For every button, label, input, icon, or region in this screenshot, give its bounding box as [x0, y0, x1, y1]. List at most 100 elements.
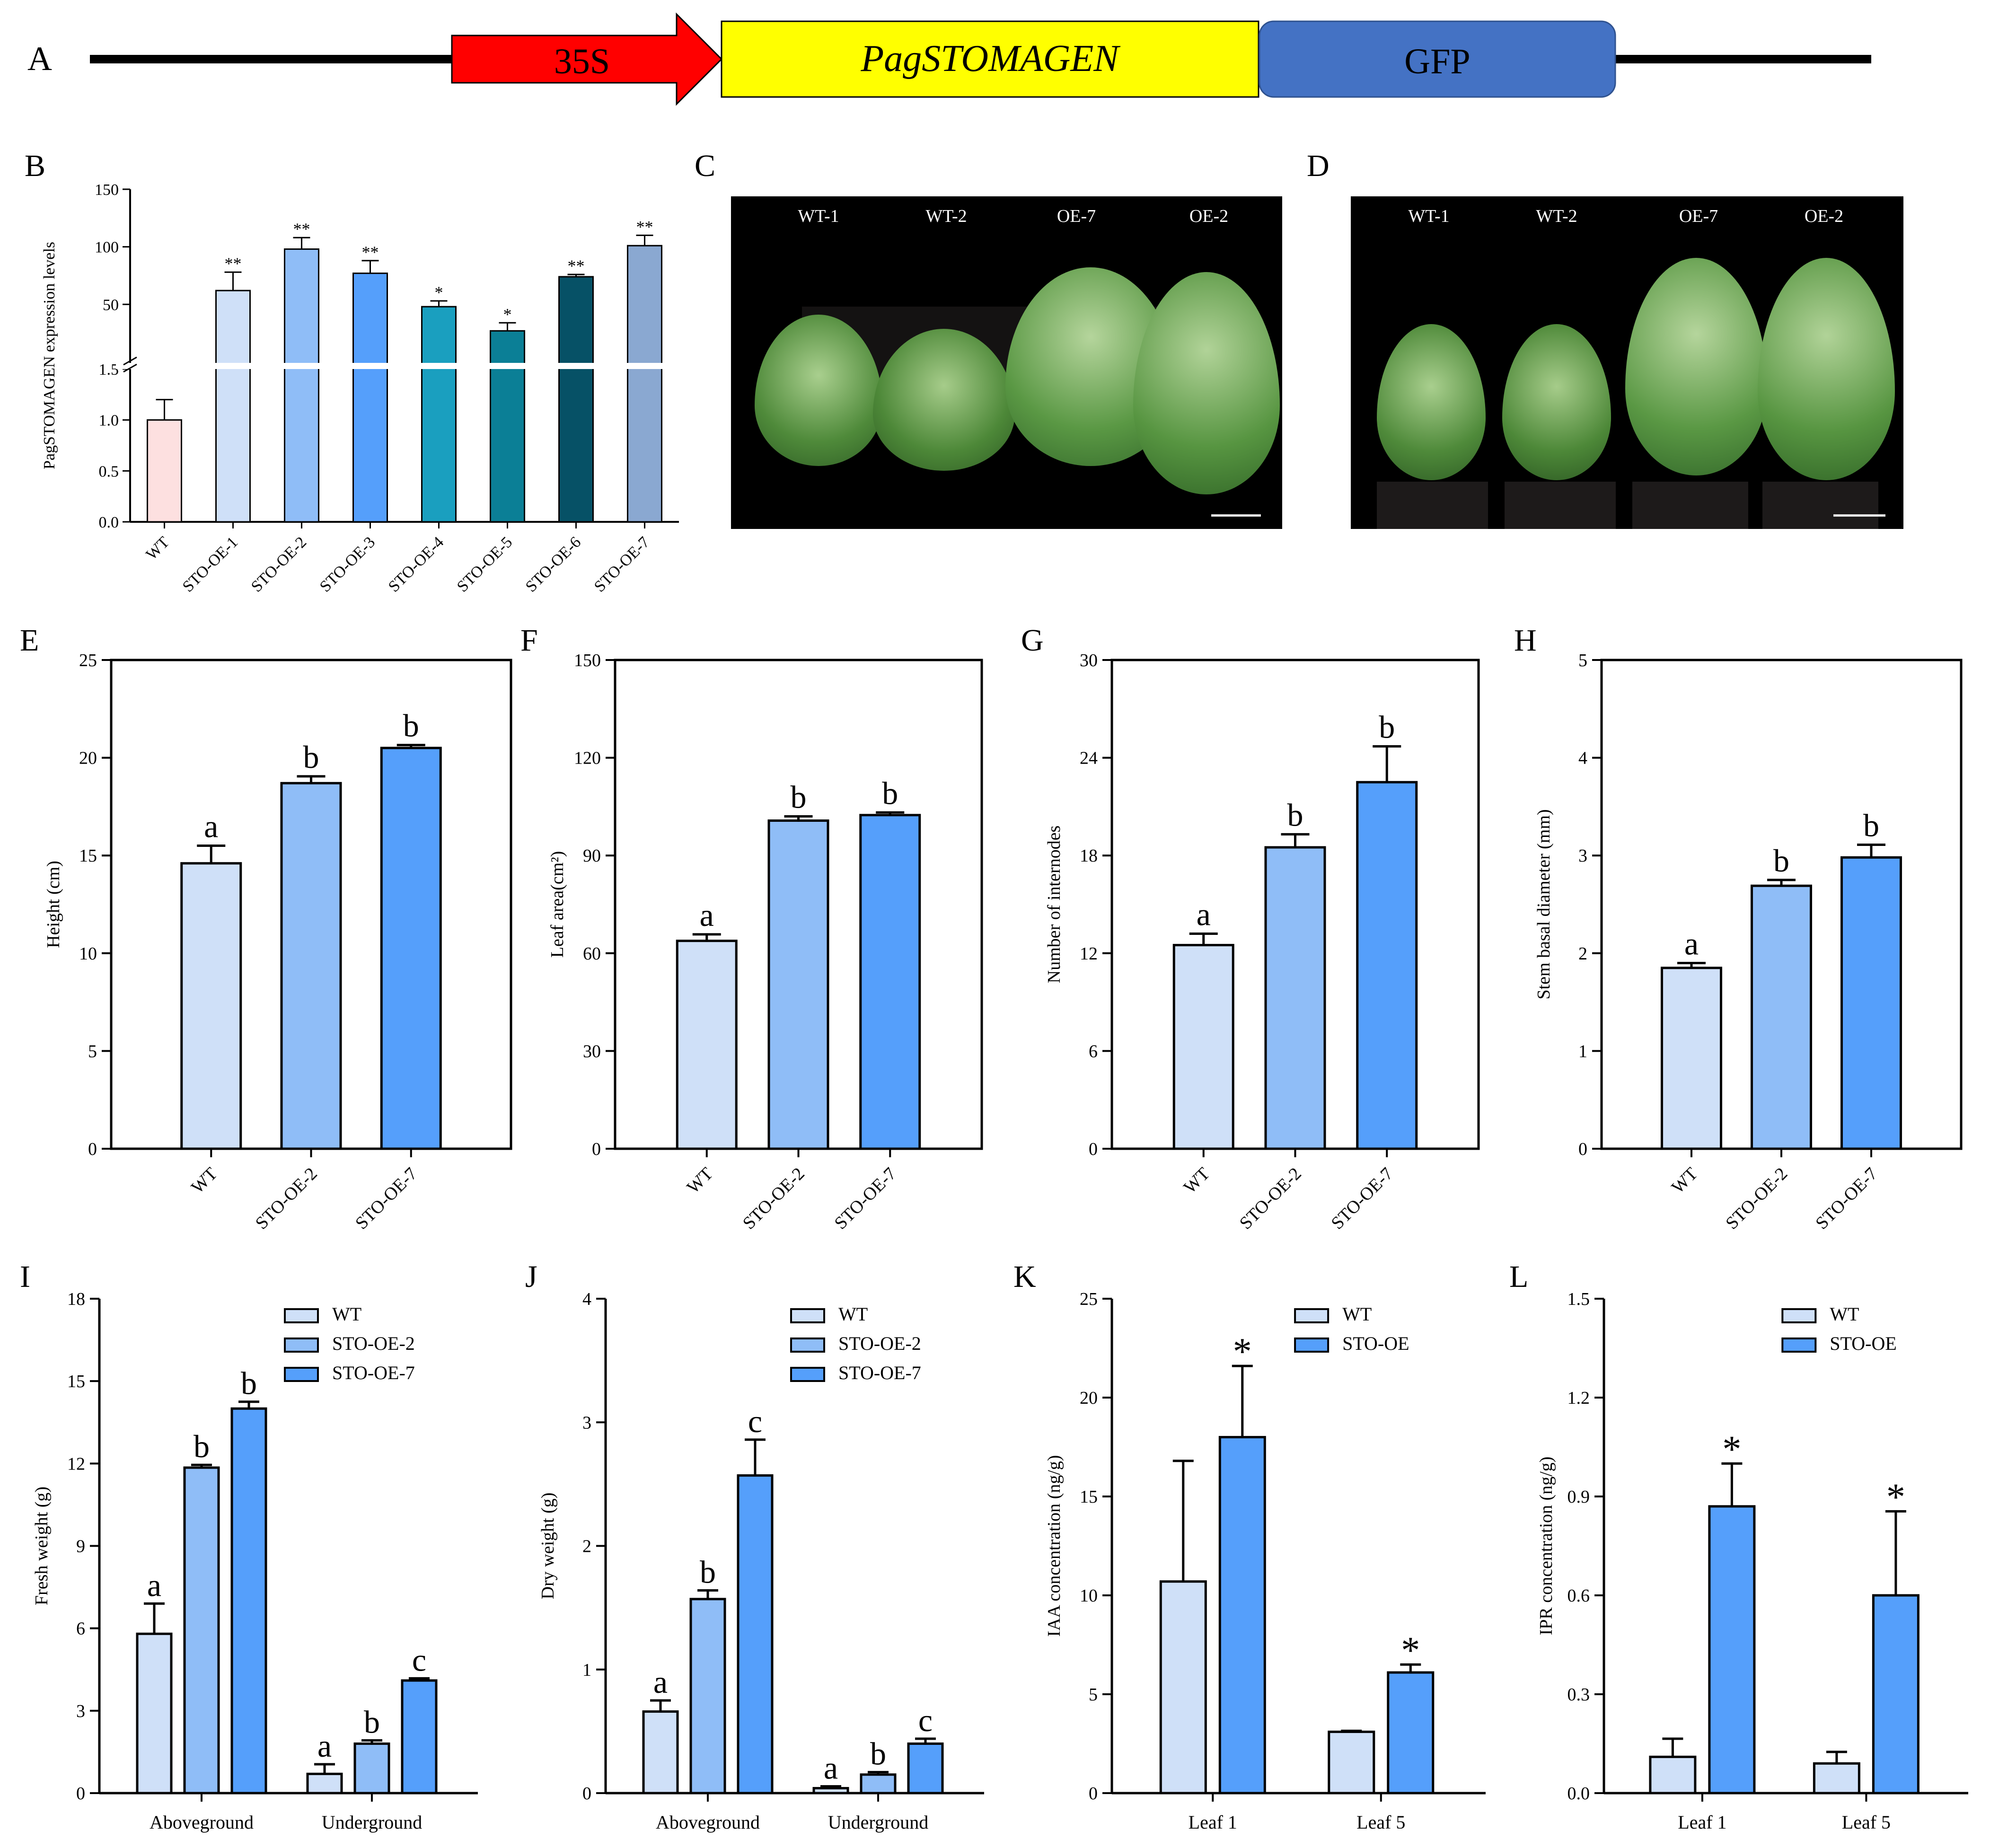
photo-d-pot-3 — [1632, 482, 1748, 529]
y-tick-label: 20 — [79, 748, 97, 768]
chart-g-internodes: G 0 6 12 18 24 30 Number of internodes a WT b STO-O… — [1021, 623, 1480, 1233]
legend-label: WT — [332, 1303, 361, 1325]
y-axis-label: Height (cm) — [44, 861, 63, 948]
significance-letter: b — [1773, 843, 1789, 879]
y-tick-label: 30 — [1080, 651, 1098, 670]
x-tick-label: Aboveground — [150, 1812, 254, 1833]
chart-e-height: E 0 5 10 15 20 25 Height (cm) a WT b STO-OE-2 b STO-O… — [20, 623, 512, 1233]
bar-sto-oe-2 — [280, 782, 342, 1150]
plant-c-oe2 — [1133, 272, 1280, 494]
legend-label: WT — [838, 1303, 868, 1325]
axis-break-slash — [123, 363, 137, 373]
bar-sto-oe-2 — [284, 248, 319, 523]
y-tick-label: 4 — [1578, 748, 1587, 768]
plant-c-wt1 — [755, 315, 882, 466]
photo-d-pot-2 — [1505, 482, 1616, 529]
x-tick-label: Aboveground — [656, 1812, 760, 1833]
legend-swatch — [1781, 1308, 1817, 1323]
bar-sto-oe — [1218, 1436, 1266, 1795]
bar-sto-oe-7 — [401, 1679, 438, 1795]
y-tick-label: 150 — [95, 181, 119, 199]
chart-k-iaa: K 0 5 10 15 20 25 IAA concentration (ng/g) * Leaf… — [1013, 1259, 1486, 1833]
significance-mark: ** — [225, 254, 242, 273]
x-tick-label: STO-OE-2 — [1236, 1164, 1305, 1233]
bar-sto-oe — [1708, 1505, 1756, 1795]
y-tick-label: 4 — [582, 1289, 591, 1309]
y-tick-label: 15 — [1080, 1487, 1098, 1507]
y-tick-label: 120 — [574, 748, 601, 768]
x-tick-label: STO-OE-2 — [248, 533, 310, 595]
y-tick-label: 12 — [1080, 944, 1098, 964]
bar-sto-oe-7 — [380, 747, 442, 1150]
x-tick-label: STO-OE-4 — [385, 533, 447, 595]
bar-wt — [676, 940, 738, 1150]
panel-letter-g: G — [1021, 623, 1044, 658]
bar-sto-oe — [1872, 1594, 1920, 1795]
bar-wt — [1159, 1580, 1207, 1795]
y-tick-label: 6 — [76, 1619, 85, 1639]
y-tick-label: 15 — [67, 1372, 85, 1391]
y-tick-label: 1 — [582, 1660, 591, 1680]
y-tick-label: 20 — [1080, 1388, 1098, 1408]
bar-sto-oe-7 — [737, 1474, 774, 1795]
plant-c-wt2 — [873, 329, 1015, 471]
panel-a-construct: A 35S PagSTOMAGEN GFP — [27, 12, 1871, 106]
y-tick-label: 5 — [88, 1041, 97, 1061]
chart-h-stem-diameter: H 0 1 2 3 4 5 Stem basal diameter (mm) a WT b STO-O… — [1514, 623, 1963, 1233]
y-axis-label: IAA concentration (ng/g) — [1044, 1455, 1064, 1637]
bar-wt — [306, 1772, 343, 1795]
significance-letter: a — [700, 897, 714, 933]
x-tick-label: Leaf 1 — [1678, 1812, 1726, 1833]
plant-d-wt1 — [1377, 324, 1486, 480]
y-tick-label: 60 — [583, 944, 601, 964]
significance-letter: * — [1401, 1629, 1420, 1671]
significance-letter: b — [1379, 709, 1395, 745]
y-tick-label: 10 — [1080, 1586, 1098, 1606]
chart-f-leaf-area: F 0 30 60 90 120 150 Leaf area(cm²) a WT b STO-OE-2… — [520, 623, 983, 1233]
x-tick-label: STO-OE-2 — [252, 1164, 321, 1233]
y-tick-label: 0 — [76, 1784, 85, 1804]
bar-wt — [1661, 967, 1722, 1150]
significance-letter: b — [1287, 797, 1303, 833]
significance-letter: a — [204, 809, 218, 845]
bar-sto-oe-7 — [907, 1742, 944, 1795]
y-axis-label: Number of internodes — [1044, 826, 1064, 983]
panel-letter-c: C — [695, 149, 715, 183]
significance-mark: ** — [636, 217, 653, 236]
significance-letter: a — [1197, 896, 1211, 932]
x-tick-label: STO-OE-7 — [830, 1164, 900, 1233]
x-tick-label: Leaf 5 — [1356, 1812, 1405, 1833]
photo-panel-c: WT-1 WT-2 OE-7 OE-2 — [731, 196, 1282, 529]
photo-d-label-3: OE-7 — [1679, 206, 1718, 226]
x-tick-label: STO-OE-6 — [522, 533, 584, 595]
y-tick-label: 3 — [76, 1701, 85, 1721]
x-tick-label: WT — [187, 1164, 221, 1197]
panel-letter-f: F — [520, 623, 538, 658]
x-tick-label: STO-OE-2 — [739, 1164, 809, 1233]
promoter-arrow — [451, 12, 723, 106]
photo-d-pot-4 — [1762, 482, 1878, 529]
legend-swatch — [1781, 1338, 1817, 1353]
significance-mark: * — [435, 283, 443, 302]
significance-mark: ** — [568, 256, 585, 275]
y-tick-label: 15 — [79, 846, 97, 866]
panel-letter-j: J — [525, 1259, 537, 1294]
significance-letter: a — [147, 1567, 161, 1603]
bar-wt — [1172, 944, 1234, 1150]
y-axis-label: Stem basal diameter (mm) — [1534, 809, 1554, 999]
y-tick-label: 0.6 — [1567, 1586, 1590, 1606]
x-tick-label: Leaf 5 — [1842, 1812, 1891, 1833]
y-tick-label: 100 — [95, 239, 119, 256]
bar-sto-oe-3 — [352, 273, 388, 523]
bar-wt — [642, 1710, 679, 1795]
panel-letter-d: D — [1307, 149, 1330, 183]
significance-letter: b — [403, 708, 419, 744]
photo-d-label-4: OE-2 — [1804, 206, 1844, 226]
legend-label: WT — [1342, 1303, 1372, 1325]
y-tick-label: 1.2 — [1567, 1388, 1590, 1408]
significance-letter: a — [824, 1750, 838, 1786]
y-axis-label: Dry weight (g) — [538, 1493, 558, 1600]
legend-swatch — [1294, 1308, 1330, 1323]
photo-panel-d: WT-1 WT-2 OE-7 OE-2 — [1351, 196, 1903, 529]
